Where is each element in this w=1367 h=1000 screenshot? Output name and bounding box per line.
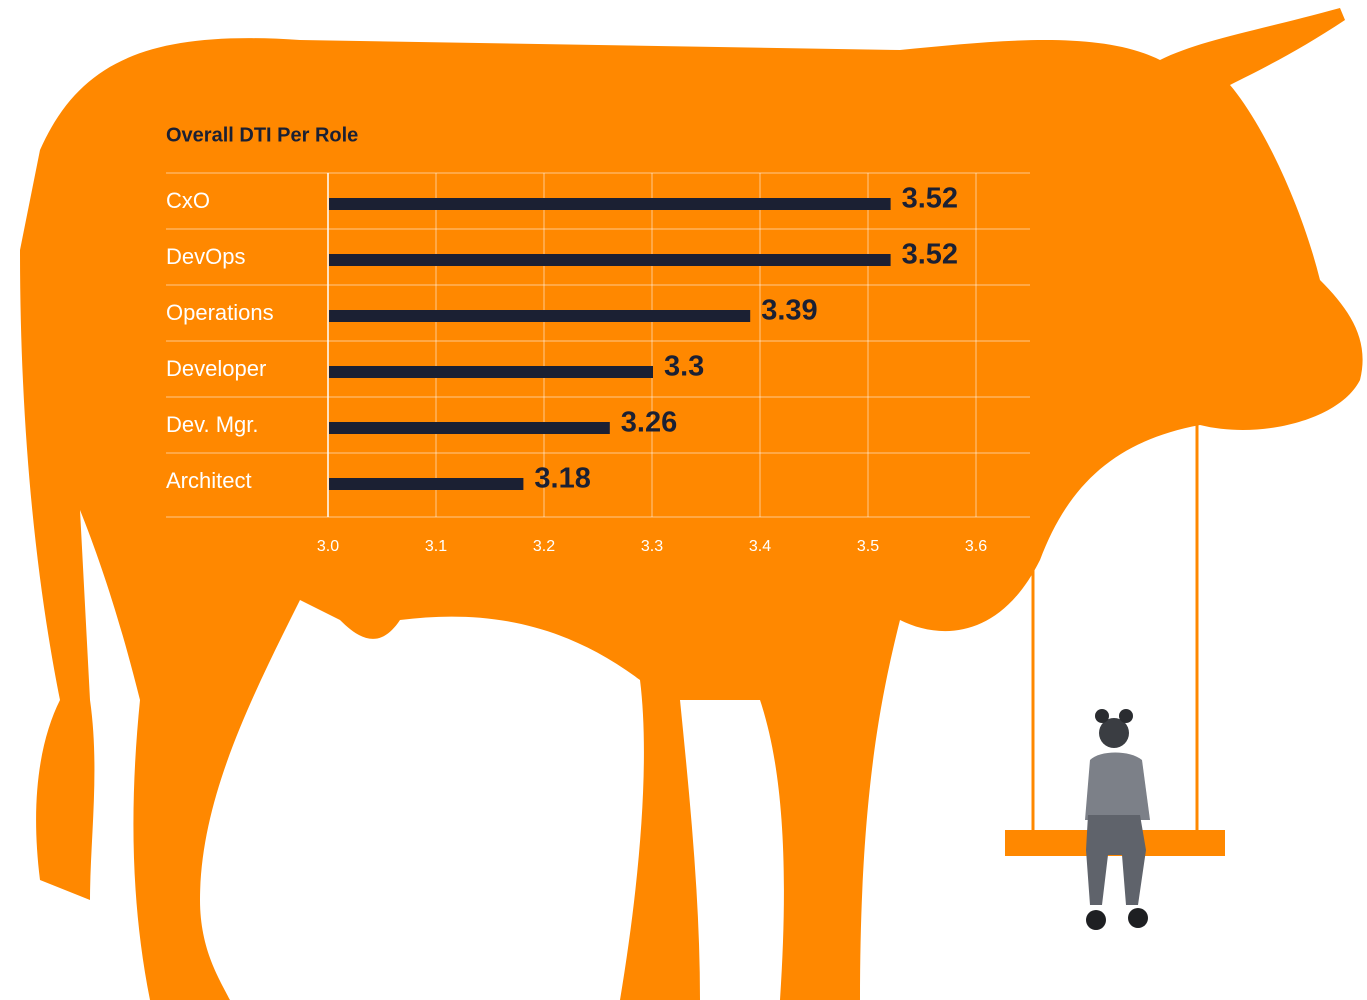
bar bbox=[329, 478, 524, 490]
x-tick-label: 3.2 bbox=[533, 538, 555, 555]
x-tick-label: 3.1 bbox=[425, 538, 447, 555]
category-label: CxO bbox=[166, 188, 210, 213]
x-tick-label: 3.4 bbox=[749, 538, 771, 555]
value-label: 3.39 bbox=[761, 295, 817, 327]
bar bbox=[329, 198, 891, 210]
bar bbox=[329, 422, 610, 434]
category-label: Developer bbox=[166, 356, 266, 381]
category-label: DevOps bbox=[166, 244, 245, 269]
category-label: Dev. Mgr. bbox=[166, 412, 259, 437]
value-label: 3.3 bbox=[664, 351, 704, 383]
category-label: Operations bbox=[166, 300, 274, 325]
value-label: 3.26 bbox=[621, 407, 677, 439]
value-label: 3.52 bbox=[902, 183, 958, 215]
value-label: 3.18 bbox=[534, 463, 590, 495]
person bbox=[1085, 709, 1150, 930]
x-tick-label: 3.5 bbox=[857, 538, 879, 555]
chart-title: Overall DTI Per Role bbox=[166, 124, 358, 146]
bar bbox=[329, 254, 891, 266]
bar bbox=[329, 310, 751, 322]
x-tick-label: 3.3 bbox=[641, 538, 663, 555]
value-label: 3.52 bbox=[902, 239, 958, 271]
plot: 3.0 3.1 3.2 3.3 3.4 3.5 3.6 CxO 3.52 DevOps 3.52 Op… bbox=[166, 172, 1030, 555]
x-tick-label: 3.0 bbox=[317, 538, 339, 555]
x-tick-label: 3.6 bbox=[965, 538, 987, 555]
bar bbox=[329, 366, 653, 378]
category-label: Architect bbox=[166, 468, 252, 493]
